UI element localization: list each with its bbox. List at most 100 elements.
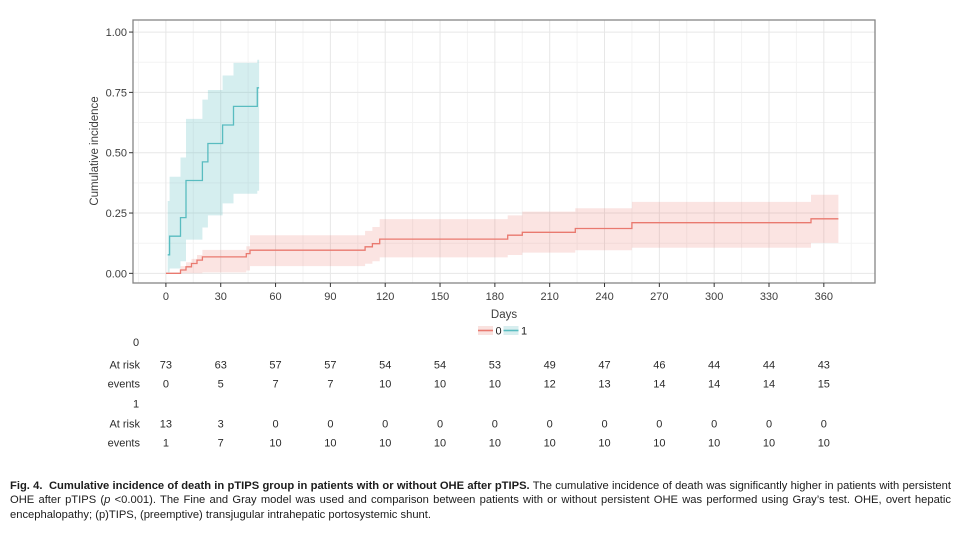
risk-value: 0 [437,418,443,430]
risk-value: 10 [763,438,775,450]
x-axis-tick-label: 300 [705,291,723,303]
risk-value: 57 [269,359,281,371]
risk-value: 0 [272,418,278,430]
risk-row-label: At risk [109,359,140,371]
caption-text-1: The cumulative incidence of death was si… [10,480,951,507]
risk-value: 14 [708,378,720,390]
x-axis-tick-label: 240 [595,291,613,303]
risk-value: 0 [163,378,169,390]
risk-row-events: events 1 7 10 10 10 10 10 10 10 10 10 10 10 [108,438,830,450]
confidence-band-group-0 [180,194,839,274]
risk-value: 13 [160,418,172,430]
risk-value: 63 [215,359,227,371]
incidence-curve-group-1 [167,87,260,256]
cumulative-incidence-chart: 0 30 60 90 120 150 180 210 240 270 300 330 3600.000.… [89,19,876,450]
panel-border [132,19,876,284]
risk-value: 10 [324,438,336,450]
x-axis-tick-label: 150 [431,291,449,303]
risk-value: 10 [269,438,281,450]
x-axis-tick-label: 30 [215,291,227,303]
risk-group-label: 1 [133,398,139,410]
incidence-curve-group-0 [165,218,839,274]
y-axis-tick-label: 0.50 [106,148,127,160]
legend-label: 1 [521,326,527,338]
risk-value: 14 [763,378,775,390]
risk-group-label: 0 [133,337,139,349]
risk-value: 10 [489,438,501,450]
risk-value: 7 [218,438,224,450]
risk-value: 10 [489,378,501,390]
legend-item-1: 1 [503,326,527,338]
x-axis-title: Days [491,309,517,321]
risk-value: 10 [434,438,446,450]
x-axis-tick-label: 60 [269,291,281,303]
x-axis-tick-label: 360 [815,291,833,303]
legend-label: 0 [495,326,501,338]
risk-value: 49 [544,359,556,371]
risk-value: 44 [763,359,775,371]
risk-value: 10 [434,378,446,390]
risk-value: 53 [489,359,501,371]
legend-item-0: 0 [478,326,502,338]
risk-value: 0 [327,418,333,430]
risk-value: 10 [708,438,720,450]
risk-value: 10 [653,438,665,450]
x-axis-tick-label: 120 [376,291,394,303]
risk-value: 54 [434,359,446,371]
risk-table-group-0: 0At risk 73 63 57 57 54 54 53 49 47 46 44 44 43events… [108,337,830,390]
y-axis-tick-label: 1.00 [106,27,127,39]
risk-row-label: At risk [109,418,140,430]
risk-value: 0 [766,418,772,430]
risk-value: 10 [544,438,556,450]
y-axis-tick-label: 0.25 [106,208,127,220]
risk-value: 10 [379,378,391,390]
risk-row-at_risk: At risk 73 63 57 57 54 54 53 49 47 46 44 44 43 [109,359,830,371]
risk-value: 5 [218,378,224,390]
y-axis-tick-label: 0.00 [106,268,127,280]
risk-row-label: events [108,378,141,390]
risk-value: 10 [379,438,391,450]
risk-value: 10 [598,438,610,450]
risk-value: 0 [492,418,498,430]
risk-value: 0 [547,418,553,430]
x-axis-tick-label: 210 [541,291,559,303]
risk-row-label: events [108,438,141,450]
risk-value: 0 [821,418,827,430]
x-axis-tick-label: 0 [163,291,169,303]
risk-row-at_risk: At risk 13 3 0 0 0 0 0 0 0 0 0 0 0 [109,418,826,430]
x-axis-tick-label: 330 [760,291,778,303]
risk-value: 1 [163,438,169,450]
risk-value: 12 [544,378,556,390]
risk-value: 73 [160,359,172,371]
caption-p-italic: p [104,494,111,507]
risk-value: 43 [818,359,830,371]
figure-caption: Fig. 4. Cumulative incidence of death in… [10,479,951,522]
risk-value: 7 [327,378,333,390]
risk-value: 44 [708,359,720,371]
gridlines [133,20,875,283]
x-axis-tick-label: 180 [486,291,504,303]
y-axis-tick-label: 0.75 [106,87,127,99]
risk-value: 57 [324,359,336,371]
risk-value: 47 [598,359,610,371]
y-axis-title: Cumulative incidence [89,96,101,205]
risk-table-group-1: 1 At risk 13 3 0 0 0 0 0 0 0 0 0 0 0 events 1 7 10 10 10 10 10… [108,398,830,449]
risk-value: 14 [653,378,665,390]
x-axis-tick-label: 270 [650,291,668,303]
risk-value: 54 [379,359,391,371]
risk-value: 13 [598,378,610,390]
risk-value: 46 [653,359,665,371]
risk-value: 0 [382,418,388,430]
confidence-band-group-1 [167,59,260,273]
risk-value: 3 [218,418,224,430]
risk-value: 15 [818,378,830,390]
risk-value: 7 [272,378,278,390]
risk-value: 0 [656,418,662,430]
axes: 0 30 60 90 120 150 180 210 240 270 300 330 360 0.00 0.… [106,27,833,303]
risk-table: 0At risk 73 63 57 57 54 54 53 49 47 46 44 44 43events… [108,337,830,450]
risk-value: 0 [601,418,607,430]
caption-title-bold: Fig. 4. Cumulative incidence of death in… [10,480,530,492]
caption-text-2: <0.001). The Fine and Gray model was use… [10,494,951,521]
